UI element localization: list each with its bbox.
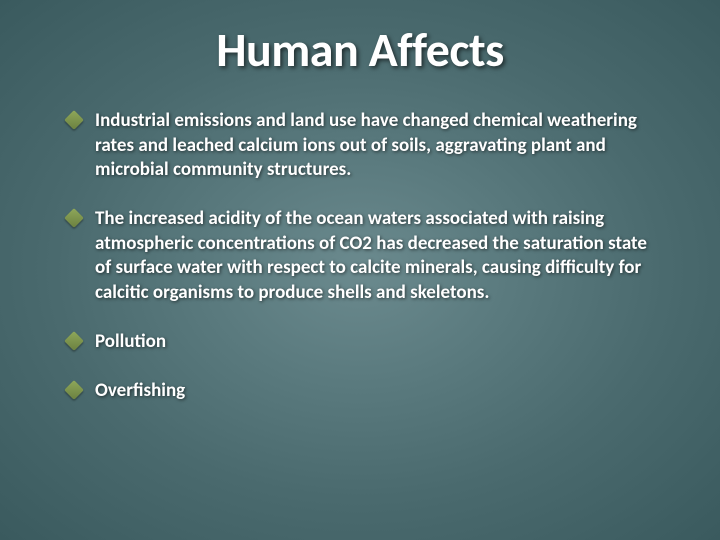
list-item: Pollution xyxy=(95,330,670,355)
slide: Human Affects Industrial emissions and l… xyxy=(0,0,720,540)
bullet-icon xyxy=(64,110,84,130)
bullet-icon xyxy=(64,380,84,400)
bullet-text: Overfishing xyxy=(95,379,185,402)
list-item: Overfishing xyxy=(95,379,670,404)
bullet-icon xyxy=(64,331,84,351)
list-item: The increased acidity of the ocean water… xyxy=(95,207,670,306)
bullet-text: Pollution xyxy=(95,330,166,353)
bullet-icon xyxy=(64,208,84,228)
slide-title: Human Affects xyxy=(50,20,670,79)
bullet-list: Industrial emissions and land use have c… xyxy=(50,109,670,403)
list-item: Industrial emissions and land use have c… xyxy=(95,109,670,183)
bullet-text: The increased acidity of the ocean water… xyxy=(95,207,647,304)
bullet-text: Industrial emissions and land use have c… xyxy=(95,109,637,181)
